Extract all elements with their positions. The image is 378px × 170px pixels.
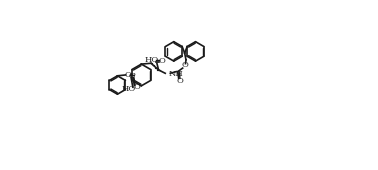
Text: NH: NH	[169, 70, 183, 78]
Text: O: O	[125, 71, 132, 79]
Text: O: O	[177, 77, 184, 85]
Text: HO: HO	[122, 85, 136, 93]
Text: HO: HO	[144, 56, 159, 64]
Text: O: O	[158, 57, 165, 65]
Text: O: O	[182, 61, 189, 69]
Text: O: O	[134, 83, 141, 91]
Text: P: P	[129, 72, 135, 80]
